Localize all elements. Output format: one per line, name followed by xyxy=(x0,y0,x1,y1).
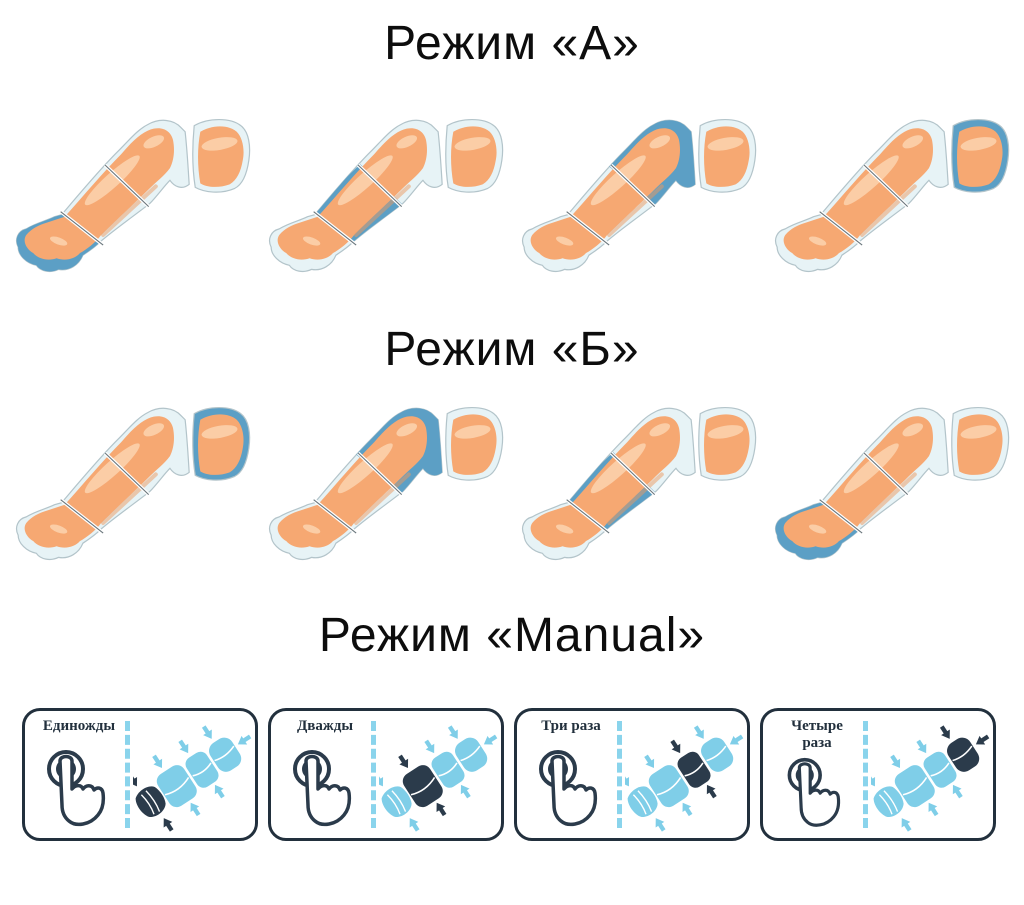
manual-panel-row: Единожды Дважды xyxy=(22,708,996,841)
inward-arrow-icon xyxy=(655,818,666,832)
chamber-divider-lines xyxy=(59,163,150,247)
mode-b-leg-row xyxy=(6,388,1018,583)
inward-arrow-icon xyxy=(424,739,435,754)
chamber-divider-lines xyxy=(312,163,403,247)
leg-graphic xyxy=(259,100,512,295)
inward-arrow-icon xyxy=(190,802,201,817)
inward-arrow-icon xyxy=(693,725,704,739)
chamber-divider-lines xyxy=(818,163,909,247)
chamber-divider-lines xyxy=(59,451,150,535)
leg-graphic xyxy=(512,100,765,295)
inward-arrow-icon xyxy=(133,772,138,787)
cuff-segment-3 xyxy=(185,751,219,788)
chamber-divider-lines xyxy=(818,451,909,535)
inward-arrow-icon xyxy=(890,754,901,769)
cuff-segment-3 xyxy=(677,751,711,788)
inward-arrow-icon xyxy=(706,784,717,799)
cuff-segment-3 xyxy=(431,751,465,788)
compression-cuff-graphic xyxy=(379,725,498,832)
cuff-segment-2 xyxy=(402,765,443,808)
manual-panel: Три раза xyxy=(514,708,750,841)
panel-label: Дважды xyxy=(296,718,354,734)
cuff-segment-2 xyxy=(894,765,935,808)
inward-arrow-icon xyxy=(214,784,225,799)
cuff-segment-3 xyxy=(923,751,957,788)
press-button-icon xyxy=(539,750,598,827)
inward-arrow-icon xyxy=(409,818,420,832)
inward-arrow-icon xyxy=(447,725,458,739)
leg-graphic xyxy=(765,100,1018,295)
dashed-divider-line xyxy=(863,721,868,828)
inward-arrow-icon xyxy=(436,802,447,817)
leg-graphic xyxy=(512,388,765,583)
inward-arrow-icon xyxy=(928,802,939,817)
inward-arrow-icon xyxy=(644,754,655,769)
leg-graphic xyxy=(259,388,512,583)
inward-arrow-icon xyxy=(939,725,950,739)
dashed-divider-line xyxy=(617,721,622,828)
compression-cuff-graphic xyxy=(871,725,990,832)
inward-arrow-icon xyxy=(201,725,212,739)
inward-arrow-icon xyxy=(670,739,681,754)
leg-graphic xyxy=(765,388,1018,583)
inward-arrow-icon xyxy=(237,734,252,745)
press-button-icon xyxy=(787,757,841,827)
mode-a-title: Режим «А» xyxy=(384,17,640,70)
press-button-icon xyxy=(47,750,106,827)
manual-panel: Четыре раза xyxy=(760,708,996,841)
press-button-icon xyxy=(293,750,352,827)
dashed-divider-line xyxy=(371,721,376,828)
manual-title: Режим «Manual» xyxy=(318,609,706,662)
inward-arrow-icon xyxy=(460,784,471,799)
mode-b-title: Режим «Б» xyxy=(384,323,640,376)
inward-arrow-icon xyxy=(379,772,384,787)
mode-a-leg-row xyxy=(6,100,1018,295)
inward-arrow-icon xyxy=(729,734,744,745)
compression-cuff-graphic xyxy=(625,725,744,832)
panel-label: Единожды xyxy=(42,718,116,734)
panel-label: Четыре раза xyxy=(791,718,843,752)
inward-arrow-icon xyxy=(871,772,876,787)
panel-label: Три раза xyxy=(541,718,601,734)
inward-arrow-icon xyxy=(483,734,498,745)
manual-panel: Единожды xyxy=(22,708,258,841)
dashed-divider-line xyxy=(125,721,130,828)
inward-arrow-icon xyxy=(916,739,927,754)
inward-arrow-icon xyxy=(625,772,630,787)
inward-arrow-icon xyxy=(952,784,963,799)
inward-arrow-icon xyxy=(178,739,189,754)
inward-arrow-icon xyxy=(152,754,163,769)
leg-graphic xyxy=(6,100,259,295)
manual-panel: Дважды xyxy=(268,708,504,841)
inward-arrow-icon xyxy=(975,734,990,745)
chamber-divider-lines xyxy=(312,451,403,535)
chamber-divider-lines xyxy=(565,451,656,535)
chamber-divider-lines xyxy=(565,163,656,247)
cuff-segment-2 xyxy=(156,765,197,808)
compression-cuff-graphic xyxy=(133,725,252,832)
inward-arrow-icon xyxy=(682,802,693,817)
inward-arrow-icon xyxy=(398,754,409,769)
cuff-segment-2 xyxy=(648,765,689,808)
inward-arrow-icon xyxy=(163,818,174,832)
inward-arrow-icon xyxy=(901,818,912,832)
leg-graphic xyxy=(6,388,259,583)
